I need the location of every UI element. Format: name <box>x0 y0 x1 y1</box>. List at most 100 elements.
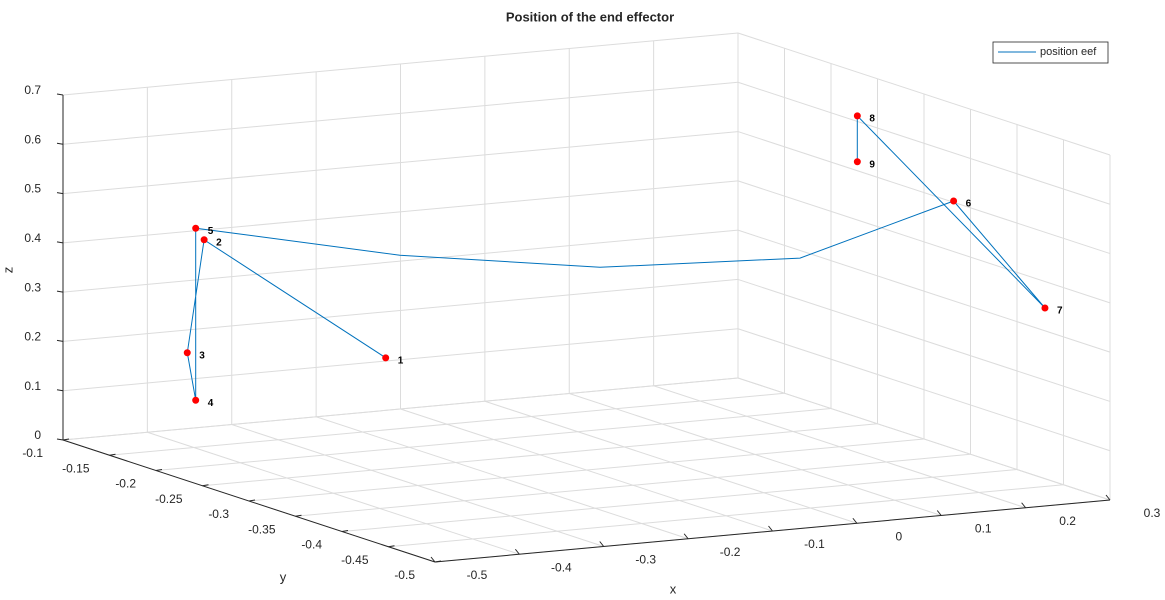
z-tick-label: 0.3 <box>24 280 41 294</box>
x-tick-label: -0.3 <box>635 553 656 567</box>
data-line <box>186 114 1046 401</box>
legend: position eef <box>992 41 1109 64</box>
y-tick <box>341 530 349 532</box>
grid-line <box>155 408 832 471</box>
z-tick-label: 0.1 <box>24 379 41 393</box>
legend-box <box>992 41 1109 64</box>
point-marker <box>1041 304 1049 312</box>
y-tick-label: -0.5 <box>394 568 415 582</box>
y-tick <box>388 545 395 548</box>
grid-line <box>62 81 739 145</box>
point-label: 1 <box>398 355 404 366</box>
point-marker <box>192 396 200 404</box>
y-tick-label: -0.35 <box>248 522 276 536</box>
point-label: 2 <box>216 237 222 248</box>
x-axis-label: x <box>670 581 677 596</box>
z-tick-label: 0.7 <box>24 83 41 97</box>
grid-line <box>62 377 739 441</box>
point-marker <box>950 197 958 205</box>
grid-line <box>737 131 1111 255</box>
z-tick <box>56 192 64 195</box>
grid-line <box>737 229 1111 353</box>
y-tick-label: -0.4 <box>301 538 322 552</box>
x-tick <box>683 533 689 540</box>
x-tick <box>1105 494 1111 501</box>
z-tick <box>56 290 64 293</box>
point-label: 7 <box>1057 306 1063 317</box>
point-label: 5 <box>208 226 214 237</box>
z-axis-label: z <box>0 267 15 274</box>
z-tick <box>56 389 64 392</box>
x-tick-label: -0.4 <box>551 560 572 574</box>
point-marker <box>200 236 208 244</box>
point-label: 3 <box>199 350 205 361</box>
y-tick-label: -0.3 <box>208 507 229 521</box>
point-marker <box>382 354 390 362</box>
x-tick-label: 0 <box>896 529 903 543</box>
z-tick <box>56 142 64 145</box>
y-tick-label: -0.2 <box>115 477 136 491</box>
z-tick <box>56 438 64 441</box>
z-tick <box>56 241 64 244</box>
grid-line <box>737 180 1111 304</box>
y-tick-label: -0.45 <box>341 553 369 567</box>
grid-line <box>737 377 1111 501</box>
point-label: 6 <box>966 199 972 210</box>
grid-line <box>62 180 739 244</box>
x-tick-label: 0.3 <box>1144 506 1161 520</box>
grid-line <box>737 278 1111 402</box>
y-tick <box>202 484 209 487</box>
grid-line <box>109 392 785 456</box>
point-marker <box>853 112 861 120</box>
y-tick <box>434 560 442 563</box>
x-tick-label: -0.1 <box>804 537 825 551</box>
point-label: 8 <box>869 114 875 125</box>
grid-line <box>295 453 971 517</box>
x-tick-label: 0.2 <box>1059 514 1076 528</box>
grid-line <box>737 328 1111 452</box>
y-axis-label: y <box>280 569 287 584</box>
z-tick <box>56 339 64 342</box>
x-tick <box>514 548 520 555</box>
x-tick-label: -0.2 <box>720 545 741 559</box>
x-tick-label: 0.1 <box>975 522 992 536</box>
x-tick-label: -0.5 <box>467 568 488 582</box>
chart-title: Position of the end effector <box>506 9 674 24</box>
x-tick <box>936 510 942 516</box>
grid-line <box>737 32 1111 156</box>
grid-line <box>62 278 739 342</box>
y-tick <box>62 438 70 441</box>
grid-line <box>248 438 925 502</box>
grid-line <box>62 229 739 293</box>
z-tick <box>56 93 64 96</box>
z-tick-label: 0 <box>34 428 41 442</box>
legend-label: position eef <box>1040 46 1097 58</box>
point-marker <box>183 349 191 357</box>
grid-line <box>202 423 878 487</box>
z-tick-label: 0.6 <box>24 132 41 146</box>
z-tick-label: 0.5 <box>24 182 41 196</box>
x-tick <box>430 556 436 563</box>
y-tick <box>109 453 116 456</box>
x-tick <box>768 525 773 532</box>
grid-line <box>62 328 739 392</box>
point-marker <box>853 158 861 166</box>
grid-line <box>62 32 739 96</box>
y-tick <box>155 469 163 471</box>
x-tick <box>599 541 605 547</box>
z-tick-label: 0.2 <box>24 330 41 344</box>
grid-line <box>341 469 1018 532</box>
grid-line <box>737 81 1111 205</box>
grid-line <box>62 131 739 195</box>
x-tick <box>852 517 858 524</box>
y-tick-label: -0.25 <box>155 492 183 506</box>
y-tick <box>295 514 302 517</box>
y-tick-label: -0.1 <box>22 446 43 460</box>
x-tick <box>1021 502 1027 509</box>
grid-line <box>388 484 1064 548</box>
y-tick <box>248 499 256 502</box>
point-label: 4 <box>208 398 214 409</box>
z-tick-label: 0.4 <box>24 231 41 245</box>
